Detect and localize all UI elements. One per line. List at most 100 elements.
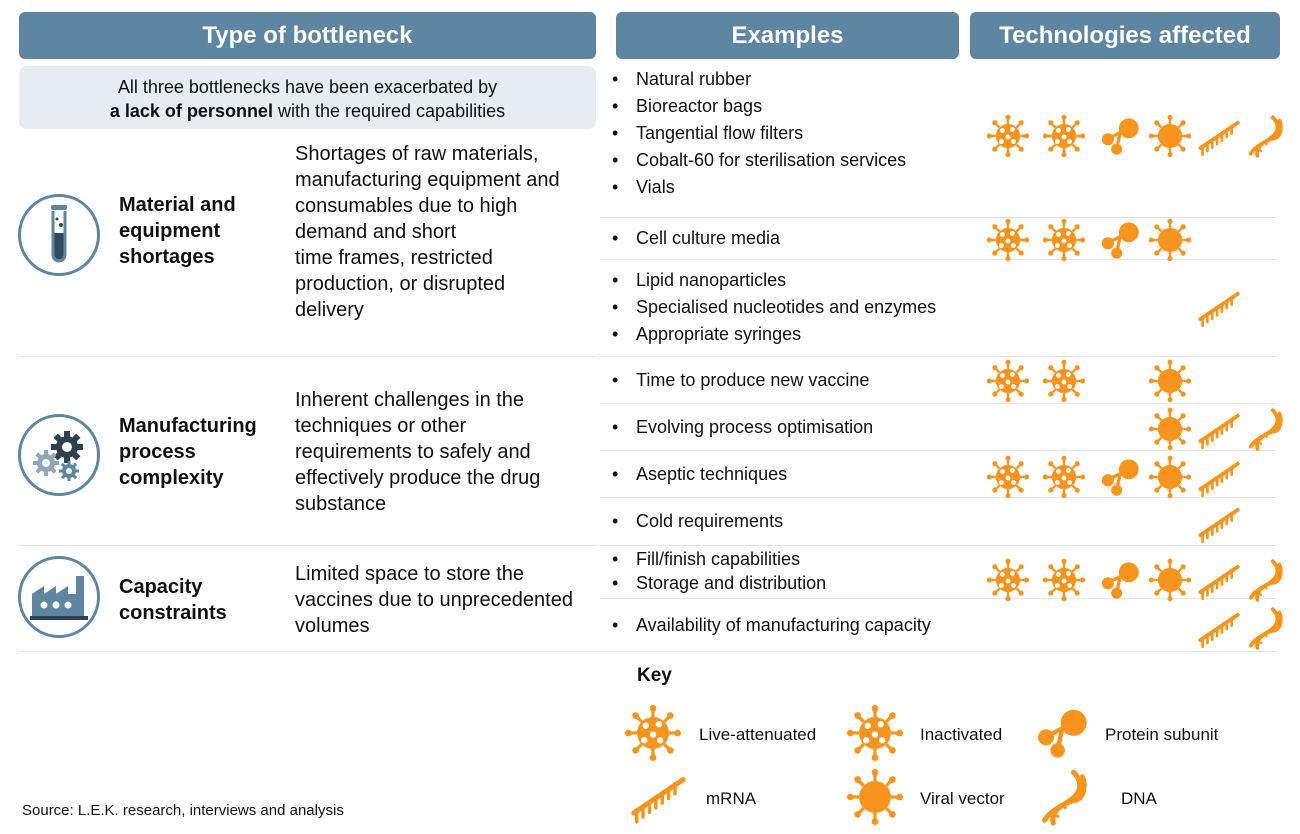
example-item: Vials bbox=[612, 174, 906, 201]
mrna-icon bbox=[1196, 407, 1240, 451]
divider-example bbox=[600, 259, 1276, 260]
viral-vector-icon bbox=[1148, 359, 1192, 403]
protein-subunit-icon bbox=[1098, 114, 1142, 158]
bottleneck-name-process: Manufacturing process complexity bbox=[119, 413, 257, 491]
divider-example bbox=[600, 598, 1276, 599]
divider-bottleneck-2 bbox=[18, 545, 598, 546]
dna-icon bbox=[1242, 114, 1286, 158]
example-item: Tangential flow filters bbox=[612, 120, 906, 147]
viral-vector-icon bbox=[1148, 455, 1192, 499]
source-note: Source: L.E.K. research, interviews and … bbox=[22, 802, 344, 819]
inactivated-icon bbox=[1042, 218, 1086, 262]
header-technologies-affected: Technologies affected bbox=[970, 12, 1280, 59]
material-shortage-circle bbox=[18, 194, 100, 276]
protein-subunit-icon bbox=[1098, 218, 1142, 262]
example-item: Lipid nanoparticles bbox=[612, 267, 936, 294]
note-line-1: All three bottlenecks have been exacerba… bbox=[117, 77, 498, 97]
example-group-2: Cell culture media bbox=[612, 225, 780, 252]
example-group-4: Time to produce new vaccine bbox=[612, 367, 869, 394]
example-item: Storage and distribution bbox=[612, 571, 826, 595]
dna-icon bbox=[1242, 407, 1286, 451]
example-item: Appropriate syringes bbox=[612, 321, 936, 348]
desc-line: demand and short bbox=[295, 221, 457, 243]
key-label-live-attenuated: Live-attenuated bbox=[699, 725, 817, 744]
divider-bottom bbox=[18, 651, 1276, 652]
desc-line: delivery bbox=[295, 299, 364, 321]
divider-example bbox=[600, 356, 1276, 357]
name-line: complexity bbox=[119, 467, 224, 489]
example-item: Cold requirements bbox=[612, 508, 783, 535]
key-label-mrna: mRNA bbox=[706, 789, 757, 808]
viral-vector-icon bbox=[1148, 218, 1192, 262]
live-attenuated-icon bbox=[624, 704, 682, 762]
key-label-inactivated: Inactivated bbox=[920, 725, 1003, 744]
live-attenuated-icon bbox=[986, 218, 1030, 262]
example-item: Availability of manufacturing capacity bbox=[612, 612, 931, 639]
bottleneck-description-material: Shortages of raw materials, manufacturin… bbox=[295, 141, 560, 323]
name-line: Capacity bbox=[119, 576, 203, 598]
viral-vector-icon bbox=[1148, 114, 1192, 158]
inactivated-icon bbox=[1042, 359, 1086, 403]
inactivated-icon bbox=[1042, 558, 1086, 602]
desc-line: effectively produce the drug bbox=[295, 467, 541, 489]
protein-subunit-icon bbox=[1033, 704, 1091, 762]
desc-line: Limited space to store the bbox=[295, 563, 525, 585]
live-attenuated-icon bbox=[986, 558, 1030, 602]
divider-bottleneck-1 bbox=[18, 356, 598, 357]
example-group-9: Availability of manufacturing capacity bbox=[612, 612, 931, 639]
example-group-6: Aseptic techniques bbox=[612, 461, 787, 488]
desc-line: vaccines due to unprecedented bbox=[295, 589, 573, 611]
name-line: shortages bbox=[119, 246, 215, 268]
capacity-constraints-circle bbox=[18, 556, 100, 638]
note-rest: with the required capabilities bbox=[272, 101, 506, 121]
mrna-icon bbox=[628, 768, 686, 826]
example-group-5: Evolving process optimisation bbox=[612, 414, 873, 441]
mrna-icon bbox=[1196, 455, 1240, 499]
test-tube-icon bbox=[51, 205, 67, 263]
desc-line: substance bbox=[295, 493, 387, 515]
header-examples: Examples bbox=[616, 12, 959, 59]
desc-line: Shortages of raw materials, bbox=[295, 143, 539, 165]
bottleneck-description-capacity: Limited space to store the vaccines due … bbox=[295, 561, 573, 639]
desc-line: production, or disrupted bbox=[295, 273, 506, 295]
live-attenuated-icon bbox=[986, 359, 1030, 403]
name-line: Material and bbox=[119, 194, 236, 216]
viral-vector-icon bbox=[1148, 558, 1192, 602]
example-item: Specialised nucleotides and enzymes bbox=[612, 294, 936, 321]
dna-icon bbox=[1242, 558, 1286, 602]
key-label-protein-subunit: Protein subunit bbox=[1105, 725, 1219, 744]
name-line: constraints bbox=[119, 602, 227, 624]
bottleneck-description-process: Inherent challenges in the techniques or… bbox=[295, 387, 540, 517]
key-label-dna: DNA bbox=[1121, 789, 1157, 808]
desc-line: Inherent challenges in the bbox=[295, 389, 525, 411]
example-item: Time to produce new vaccine bbox=[612, 367, 869, 394]
viral-vector-icon bbox=[1148, 407, 1192, 451]
protein-subunit-icon bbox=[1098, 455, 1142, 499]
live-attenuated-icon bbox=[986, 455, 1030, 499]
dna-icon bbox=[1033, 768, 1091, 826]
example-group-7: Cold requirements bbox=[612, 508, 783, 535]
example-item: Cell culture media bbox=[612, 225, 780, 252]
bottleneck-name-material: Material and equipment shortages bbox=[119, 192, 236, 270]
example-item: Aseptic techniques bbox=[612, 461, 787, 488]
desc-line: time frames, restricted bbox=[295, 247, 493, 269]
example-item: Natural rubber bbox=[612, 66, 906, 93]
example-item: Cobalt-60 for sterilisation services bbox=[612, 147, 906, 174]
viral-vector-icon bbox=[846, 768, 904, 826]
header-type-of-bottleneck: Type of bottleneck bbox=[19, 12, 596, 59]
divider-example bbox=[600, 450, 1276, 451]
inactivated-icon bbox=[1042, 455, 1086, 499]
factory-icon bbox=[30, 576, 88, 620]
desc-line: volumes bbox=[295, 615, 370, 637]
mrna-icon bbox=[1196, 606, 1240, 650]
bottleneck-name-capacity: Capacity constraints bbox=[119, 574, 227, 626]
mrna-icon bbox=[1196, 285, 1240, 329]
name-line: process bbox=[119, 441, 196, 463]
inactivated-icon bbox=[846, 704, 904, 762]
desc-line: techniques or other bbox=[295, 415, 467, 437]
inactivated-icon bbox=[1042, 114, 1086, 158]
key-title: Key bbox=[637, 665, 672, 686]
mrna-icon bbox=[1196, 558, 1240, 602]
process-complexity-circle bbox=[18, 414, 100, 496]
key-label-viral-vector: Viral vector bbox=[920, 789, 1005, 808]
